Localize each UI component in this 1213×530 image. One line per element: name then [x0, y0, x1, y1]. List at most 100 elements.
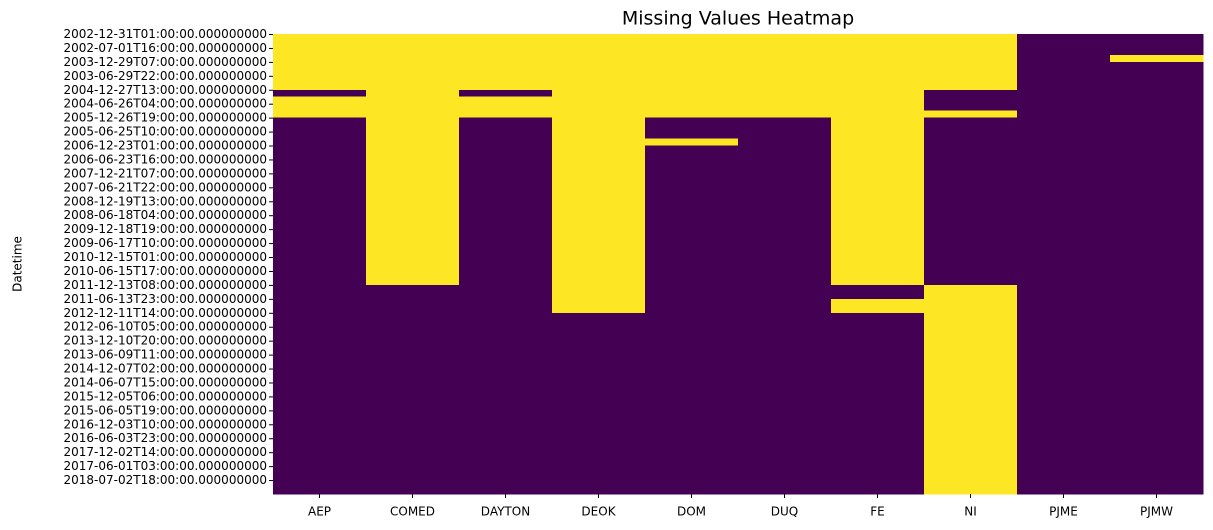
heatmap-cell: [831, 431, 925, 439]
heatmap-cell: [645, 82, 739, 91]
x-tick-label: FE: [870, 505, 884, 519]
heatmap-cell: [366, 243, 460, 251]
heatmap-cell: [831, 152, 925, 160]
heatmap-cell: [366, 312, 460, 321]
y-tick-label: 2005-06-25T10:00:00.000000000: [64, 125, 268, 139]
heatmap-cell: [1017, 410, 1111, 418]
heatmap-cell: [738, 466, 832, 474]
heatmap-cell: [459, 166, 553, 174]
heatmap-cell: [1110, 284, 1204, 293]
heatmap-cell: [738, 68, 832, 77]
heatmap-cell: [552, 375, 646, 383]
x-tick-label: PJME: [1049, 505, 1078, 519]
heatmap-cell: [552, 138, 646, 147]
heatmap-cell: [552, 480, 646, 488]
heatmap-cell: [366, 319, 460, 328]
y-tick-label: 2014-06-07T15:00:00.000000000: [64, 375, 268, 389]
heatmap-cell: [831, 187, 925, 195]
heatmap-cell: [1017, 452, 1111, 460]
heatmap-cell: [738, 138, 832, 147]
heatmap-cell: [924, 333, 1018, 342]
heatmap-cell: [1110, 270, 1204, 279]
heatmap-cell: [459, 277, 553, 286]
heatmap-cell: [552, 61, 646, 70]
heatmap-cell: [1110, 424, 1204, 432]
heatmap-cell: [1017, 208, 1111, 216]
y-tick-label: 2010-06-15T17:00:00.000000000: [64, 264, 268, 278]
heatmap-cell: [831, 480, 925, 488]
heatmap-cell: [831, 382, 925, 390]
heatmap-cell: [1110, 131, 1204, 140]
heatmap-cell: [1017, 466, 1111, 474]
heatmap-cell: [924, 312, 1018, 321]
heatmap-cell: [831, 40, 925, 49]
heatmap-cell: [924, 473, 1018, 481]
heatmap-cell: [831, 229, 925, 237]
heatmap-cell: [552, 424, 646, 432]
heatmap-cell: [366, 110, 460, 119]
heatmap-cell: [552, 389, 646, 397]
heatmap-cell: [552, 152, 646, 160]
heatmap-cell: [738, 277, 832, 286]
y-tick-label: 2009-06-17T10:00:00.000000000: [64, 236, 268, 250]
heatmap-cell: [366, 145, 460, 153]
heatmap-cell: [366, 68, 460, 77]
heatmap-cell: [459, 68, 553, 77]
heatmap-cell: [459, 54, 553, 63]
heatmap-cell: [924, 54, 1018, 63]
heatmap-cell: [1017, 187, 1111, 195]
heatmap-cell: [831, 466, 925, 474]
heatmap-cell: [738, 410, 832, 418]
heatmap-cell: [552, 82, 646, 91]
heatmap-cell: [924, 431, 1018, 439]
heatmap-cell: [645, 243, 739, 251]
heatmap-cell: [273, 361, 367, 370]
y-tick-label: 2003-12-29T07:00:00.000000000: [64, 55, 268, 69]
heatmap-cell: [924, 194, 1018, 202]
heatmap-cell: [273, 201, 367, 209]
heatmap-cell: [924, 424, 1018, 432]
heatmap-cell: [1110, 124, 1204, 133]
heatmap-cell: [552, 110, 646, 119]
heatmap-cell: [1017, 431, 1111, 439]
heatmap-cell: [645, 96, 739, 105]
heatmap-cell: [273, 229, 367, 237]
heatmap-cell: [552, 250, 646, 258]
heatmap-cell: [459, 382, 553, 390]
heatmap-cell: [1017, 68, 1111, 77]
heatmap-cell: [366, 229, 460, 237]
heatmap-cell: [1110, 208, 1204, 216]
heatmap-cell: [738, 473, 832, 481]
heatmap-cell: [831, 180, 925, 188]
heatmap-cell: [273, 194, 367, 202]
heatmap-cell: [273, 124, 367, 133]
heatmap-cell: [831, 340, 925, 349]
heatmap-cell: [273, 396, 367, 404]
heatmap-cell: [645, 340, 739, 349]
heatmap-cell: [1110, 229, 1204, 237]
heatmap-cell: [552, 403, 646, 411]
heatmap-cell: [1017, 131, 1111, 140]
heatmap-cell: [1110, 361, 1204, 370]
heatmap-cell: [552, 187, 646, 195]
heatmap-cell: [924, 326, 1018, 335]
heatmap-cell: [831, 333, 925, 342]
heatmap-cell: [831, 215, 925, 223]
heatmap-cell: [645, 347, 739, 356]
heatmap-cell: [645, 124, 739, 133]
heatmap-cell: [738, 54, 832, 63]
heatmap-cell: [459, 194, 553, 202]
heatmap-cell: [738, 61, 832, 70]
heatmap-cell: [459, 459, 553, 467]
heatmap-cell: [1110, 194, 1204, 202]
heatmap-cell: [552, 236, 646, 244]
heatmap-cell: [459, 284, 553, 293]
heatmap-cell: [366, 291, 460, 300]
heatmap-cell: [273, 138, 367, 147]
heatmap-cell: [1110, 431, 1204, 439]
heatmap-cell: [1110, 452, 1204, 460]
heatmap-cell: [831, 487, 925, 495]
heatmap-cell: [738, 382, 832, 390]
heatmap-cell: [645, 354, 739, 363]
heatmap-cell: [459, 75, 553, 84]
